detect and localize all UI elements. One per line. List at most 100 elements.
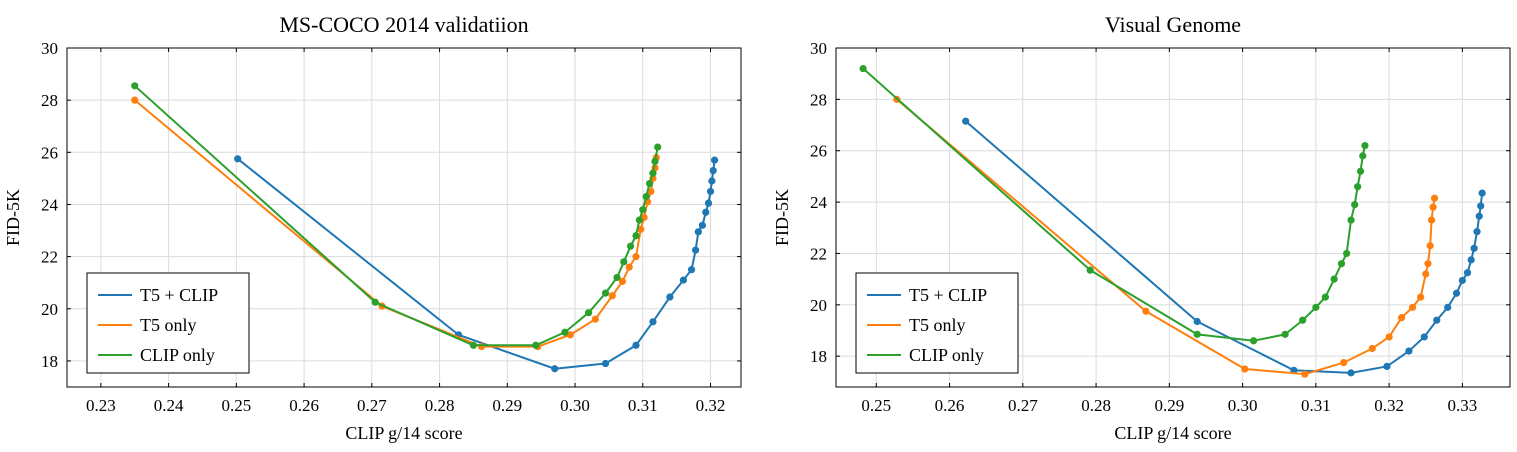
data-point-series-1 — [694, 228, 702, 236]
x-tick-label: 0.28 — [1081, 396, 1111, 415]
chart-title: Visual Genome — [1105, 12, 1241, 37]
x-tick-label: 0.29 — [1154, 396, 1184, 415]
data-point-series-3 — [1361, 141, 1369, 150]
chart-panel-2: 0.25 0.26 0.27 0.28 0.29 0.30 0.31 0.32 0.33 18 20… — [772, 12, 1511, 443]
x-tick-label: 0.30 — [1228, 396, 1258, 415]
x-axis-label: CLIP g/14 score — [1114, 423, 1231, 443]
x-tick-label: 0.31 — [1301, 396, 1331, 415]
data-point-series-1 — [698, 221, 706, 229]
data-point-series-3 — [1086, 266, 1094, 274]
data-point-series-1 — [1478, 189, 1486, 197]
y-tick-label: 30 — [41, 39, 58, 58]
data-point-series-1 — [1420, 333, 1428, 341]
data-point-series-1 — [1193, 317, 1201, 326]
y-tick-label: 22 — [810, 244, 827, 263]
data-point-series-2 — [647, 187, 655, 196]
data-point-series-3 — [654, 143, 662, 151]
data-point-series-3 — [532, 341, 540, 349]
data-point-series-3 — [642, 193, 650, 201]
y-tick-label: 18 — [810, 347, 827, 366]
data-point-series-1 — [962, 117, 970, 125]
x-tick-label: 0.25 — [221, 396, 251, 415]
legend-label-1: T5 + CLIP — [140, 285, 218, 305]
data-point-series-1 — [1463, 269, 1472, 277]
data-point-series-2 — [625, 263, 633, 271]
legend-label-3: CLIP only — [140, 345, 215, 365]
data-point-series-2 — [1424, 260, 1432, 268]
data-point-series-2 — [1430, 194, 1439, 202]
y-tick-label: 24 — [810, 193, 828, 212]
data-point-series-3 — [859, 64, 867, 73]
data-point-series-1 — [234, 155, 242, 163]
data-point-series-2 — [566, 331, 574, 339]
data-point-series-3 — [645, 180, 654, 188]
data-point-series-1 — [708, 177, 716, 185]
chart-panel-1: 0.23 0.24 0.25 0.26 0.27 0.28 0.29 0.30 0.31 0.32… — [3, 12, 742, 443]
y-tick-label: 28 — [810, 90, 827, 109]
y-axis-label: FID-5K — [3, 189, 23, 246]
data-point-series-1 — [702, 208, 710, 216]
data-point-series-2 — [1397, 314, 1406, 322]
legend-box — [86, 272, 250, 374]
x-tick-label: 0.27 — [1008, 396, 1038, 415]
data-point-series-2 — [618, 277, 627, 285]
x-tick-label: 0.32 — [696, 396, 726, 415]
series-line-1 — [965, 120, 1484, 374]
x-tick-label: 0.26 — [935, 396, 965, 415]
data-point-series-2 — [637, 225, 645, 233]
x-tick-label: 0.24 — [154, 396, 184, 415]
y-tick-label: 24 — [41, 195, 59, 214]
data-point-series-1 — [1458, 276, 1466, 285]
y-tick-label: 20 — [810, 296, 827, 315]
data-point-series-1 — [1477, 202, 1485, 210]
data-point-series-2 — [1422, 270, 1430, 278]
x-tick-label: 0.28 — [425, 396, 455, 415]
data-point-series-3 — [1359, 152, 1367, 160]
data-point-series-3 — [1351, 201, 1359, 209]
data-point-series-1 — [551, 365, 559, 373]
data-point-series-2 — [477, 342, 486, 351]
data-point-series-2 — [1142, 307, 1150, 315]
data-point-series-1 — [666, 293, 674, 301]
plot-frame — [835, 47, 1511, 388]
data-point-series-3 — [1330, 275, 1338, 283]
data-point-series-1 — [1470, 244, 1478, 252]
y-tick-label: 20 — [41, 300, 58, 319]
y-tick-label: 30 — [810, 39, 827, 58]
x-tick-label: 0.31 — [628, 396, 658, 415]
x-tick-label: 0.23 — [86, 396, 116, 415]
data-point-series-3 — [371, 298, 379, 306]
x-axis-label: CLIP g/14 score — [345, 423, 462, 443]
chart-title: MS-COCO 2014 validatiion — [279, 12, 528, 37]
plot-frame — [66, 47, 742, 388]
x-tick-label: 0.26 — [289, 396, 319, 415]
data-point-series-3 — [1249, 337, 1258, 345]
data-point-series-3 — [131, 82, 139, 90]
y-axis-label: FID-5K — [772, 189, 792, 246]
data-point-series-1 — [1433, 316, 1441, 324]
data-point-series-2 — [608, 292, 616, 300]
data-point-series-3 — [1281, 330, 1289, 338]
data-point-series-2 — [1385, 333, 1393, 341]
data-point-series-3 — [1356, 167, 1365, 175]
data-point-series-2 — [1429, 203, 1437, 211]
x-tick-label: 0.32 — [1374, 396, 1404, 415]
data-point-series-1 — [706, 187, 715, 196]
legend-label-2: T5 only — [909, 315, 966, 335]
data-point-series-3 — [1193, 330, 1201, 338]
data-point-series-1 — [1452, 289, 1461, 297]
data-point-series-2 — [1241, 365, 1249, 373]
data-point-series-3 — [651, 157, 659, 166]
data-point-series-1 — [1475, 212, 1483, 220]
x-tick-label: 0.29 — [492, 396, 522, 415]
data-point-series-2 — [1426, 242, 1434, 250]
data-point-series-3 — [639, 206, 647, 214]
data-point-series-1 — [601, 359, 610, 368]
series-line-2 — [896, 98, 1436, 376]
data-point-series-3 — [1312, 303, 1320, 311]
data-point-series-3 — [613, 273, 621, 282]
x-tick-label: 0.33 — [1448, 396, 1478, 415]
data-point-series-3 — [1299, 316, 1307, 324]
data-point-series-1 — [710, 156, 719, 164]
